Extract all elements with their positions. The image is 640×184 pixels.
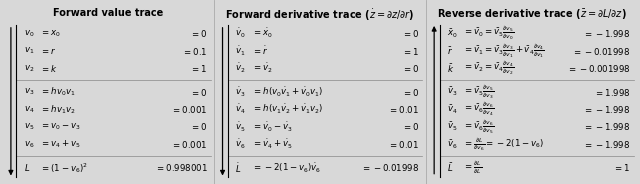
- Text: $= -0.01998$: $= -0.01998$: [572, 45, 631, 56]
- Text: $\bar{v}_5$: $\bar{v}_5$: [447, 121, 458, 133]
- Text: Forward value trace: Forward value trace: [53, 8, 163, 18]
- Text: $= 1$: $= 1$: [614, 162, 631, 173]
- Text: $= h(v_0\dot{v}_1 + \dot{v}_0 v_1)$: $= h(v_0\dot{v}_1 + \dot{v}_0 v_1)$: [252, 85, 323, 99]
- Text: $\dot{L}$: $\dot{L}$: [236, 161, 242, 175]
- Text: $= \bar{v}_6\frac{\partial v_6}{\partial v_4}$: $= \bar{v}_6\frac{\partial v_6}{\partial…: [463, 101, 495, 118]
- Text: $= 0.01$: $= 0.01$: [388, 104, 419, 115]
- Text: Reverse derivative trace ($\bar{z} = \partial L/\partial z$): Reverse derivative trace ($\bar{z} = \pa…: [436, 8, 627, 22]
- Text: $\bar{v}_3$: $\bar{v}_3$: [447, 86, 458, 98]
- Text: $= -1.998$: $= -1.998$: [584, 28, 631, 39]
- Text: $= \bar{v}_5\frac{\partial v_5}{\partial v_3}$: $= \bar{v}_5\frac{\partial v_5}{\partial…: [463, 83, 495, 101]
- Text: $= \bar{v}_6\frac{\partial v_6}{\partial v_5}$: $= \bar{v}_6\frac{\partial v_6}{\partial…: [463, 118, 495, 135]
- Text: $\dot{v}_1$: $\dot{v}_1$: [236, 44, 246, 58]
- Text: $= -0.01998$: $= -0.01998$: [361, 162, 419, 173]
- Text: $= k$: $= k$: [40, 63, 58, 74]
- Text: $= 0$: $= 0$: [190, 28, 207, 39]
- Text: $v_4$: $v_4$: [24, 104, 35, 115]
- Text: $= h(v_1\dot{v}_2 + \dot{v}_1 v_2)$: $= h(v_1\dot{v}_2 + \dot{v}_1 v_2)$: [252, 103, 323, 116]
- Text: $\bar{v}_6$: $\bar{v}_6$: [447, 138, 458, 151]
- Text: $= v_4 + v_5$: $= v_4 + v_5$: [40, 139, 81, 150]
- Text: $= \dot{v}_0 - \dot{v}_3$: $= \dot{v}_0 - \dot{v}_3$: [252, 120, 293, 134]
- Text: $= \frac{\partial L}{\partial L}$: $= \frac{\partial L}{\partial L}$: [463, 160, 483, 176]
- Text: $= 0.001$: $= 0.001$: [171, 104, 207, 115]
- Text: $= 1$: $= 1$: [402, 45, 419, 56]
- Text: $L$: $L$: [24, 162, 30, 173]
- Text: $\dot{v}_4$: $\dot{v}_4$: [236, 103, 246, 116]
- Text: $\bar{x}_0$: $\bar{x}_0$: [447, 27, 458, 40]
- Text: $= \frac{\partial L}{\partial v_6} = -2(1 - v_6)$: $= \frac{\partial L}{\partial v_6} = -2(…: [463, 136, 545, 153]
- Text: $\dot{v}_5$: $\dot{v}_5$: [236, 120, 246, 134]
- Text: $\dot{v}_2$: $\dot{v}_2$: [236, 62, 246, 75]
- Text: $v_1$: $v_1$: [24, 46, 34, 56]
- Text: $v_6$: $v_6$: [24, 139, 34, 150]
- Text: $\dot{v}_3$: $\dot{v}_3$: [236, 85, 246, 99]
- Text: $= 0$: $= 0$: [401, 121, 419, 132]
- Text: $= \bar{v}_0 = \bar{v}_5\frac{\partial v_5}{\partial v_0}$: $= \bar{v}_0 = \bar{v}_5\frac{\partial v…: [463, 25, 515, 42]
- Text: $= 0$: $= 0$: [401, 28, 419, 39]
- Text: $\bar{k}$: $\bar{k}$: [447, 62, 454, 75]
- Text: Forward derivative trace ($\dot{z} = \partial z/\partial r$): Forward derivative trace ($\dot{z} = \pa…: [225, 8, 415, 23]
- Text: $v_0$: $v_0$: [24, 28, 34, 39]
- Text: $= (1 - v_6)^2$: $= (1 - v_6)^2$: [40, 161, 88, 175]
- Text: $\bar{r}$: $\bar{r}$: [447, 45, 453, 57]
- Text: $= -1.998$: $= -1.998$: [584, 139, 631, 150]
- Text: $= 0.998001$: $= 0.998001$: [154, 162, 207, 173]
- Text: $= 0$: $= 0$: [401, 86, 419, 98]
- Text: $\bar{v}_4$: $\bar{v}_4$: [447, 103, 458, 116]
- Text: $v_2$: $v_2$: [24, 63, 34, 74]
- Text: $\bar{L}$: $\bar{L}$: [447, 162, 454, 174]
- Text: $= r$: $= r$: [40, 46, 57, 56]
- Text: $= 0$: $= 0$: [190, 86, 207, 98]
- Text: $= \dot{r}$: $= \dot{r}$: [252, 45, 268, 57]
- Text: $= 1.998$: $= 1.998$: [594, 86, 631, 98]
- Text: $= \dot{v}_2$: $= \dot{v}_2$: [252, 62, 273, 75]
- Text: $= \bar{v}_1 = \bar{v}_3\frac{\partial v_3}{\partial v_1} + \bar{v}_4\frac{\part: $= \bar{v}_1 = \bar{v}_3\frac{\partial v…: [463, 43, 545, 60]
- Text: $= \bar{v}_2 = \bar{v}_4\frac{\partial v_4}{\partial v_2}$: $= \bar{v}_2 = \bar{v}_4\frac{\partial v…: [463, 60, 515, 77]
- Text: $= -2(1 - v_6)\dot{v}_6$: $= -2(1 - v_6)\dot{v}_6$: [252, 161, 321, 175]
- Text: $\dot{v}_0$: $\dot{v}_0$: [236, 27, 246, 40]
- Text: $= 0.01$: $= 0.01$: [388, 139, 419, 150]
- Text: $= v_0 - v_3$: $= v_0 - v_3$: [40, 122, 81, 132]
- Text: $= \dot{x}_0$: $= \dot{x}_0$: [252, 27, 273, 40]
- Text: $= -1.998$: $= -1.998$: [584, 121, 631, 132]
- Text: $= 0.1$: $= 0.1$: [182, 45, 207, 56]
- Text: $= hv_1v_2$: $= hv_1v_2$: [40, 103, 76, 116]
- Text: $= 0.001$: $= 0.001$: [171, 139, 207, 150]
- Text: $v_3$: $v_3$: [24, 87, 34, 97]
- Text: $= 0$: $= 0$: [190, 121, 207, 132]
- Text: $= \dot{v}_4 + \dot{v}_5$: $= \dot{v}_4 + \dot{v}_5$: [252, 138, 293, 151]
- Text: $= -1.998$: $= -1.998$: [584, 104, 631, 115]
- Text: $= -0.001998$: $= -0.001998$: [567, 63, 631, 74]
- Text: $v_5$: $v_5$: [24, 122, 34, 132]
- Text: $\dot{v}_6$: $\dot{v}_6$: [236, 138, 246, 151]
- Text: $= hv_0v_1$: $= hv_0v_1$: [40, 86, 76, 98]
- Text: $= 0$: $= 0$: [401, 63, 419, 74]
- Text: $= x_0$: $= x_0$: [40, 28, 61, 39]
- Text: $= 1$: $= 1$: [190, 63, 207, 74]
